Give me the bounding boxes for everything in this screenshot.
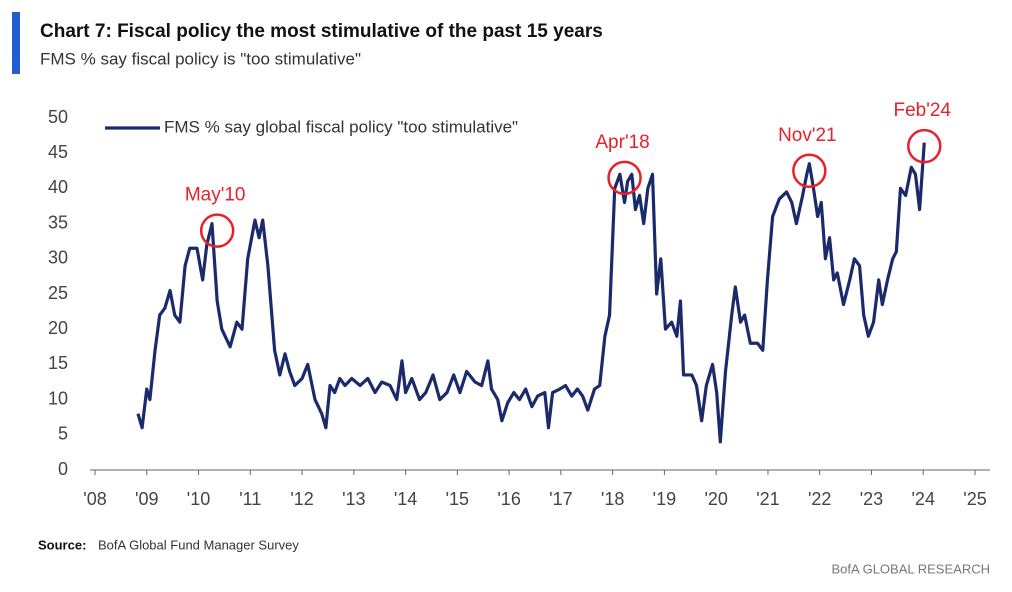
- x-tick-label: '15: [446, 489, 469, 509]
- x-tick-label: '11: [239, 489, 261, 509]
- source-label: Source:: [38, 537, 86, 552]
- y-tick-label: 45: [48, 142, 68, 162]
- y-tick-label: 50: [48, 107, 68, 127]
- annotation-label: May'10: [185, 185, 246, 206]
- brand: BofA GLOBAL RESEARCH: [832, 561, 990, 576]
- x-tick-label: '09: [135, 489, 158, 509]
- x-tick-label: '14: [394, 489, 417, 509]
- annotation-circle: [907, 128, 942, 164]
- x-tick-label: '21: [756, 489, 779, 509]
- title-accent: [12, 12, 20, 74]
- x-tick-label: '10: [187, 489, 210, 509]
- chart-subtitle: FMS % say fiscal policy is "too stimulat…: [40, 49, 361, 68]
- y-tick-label: 20: [48, 318, 68, 338]
- x-tick-label: '08: [83, 489, 106, 509]
- annotation-label: Nov'21: [778, 125, 837, 146]
- x-tick-label: '12: [290, 489, 313, 509]
- source: BofA Global Fund Manager Survey: [98, 537, 299, 552]
- y-tick-label: 40: [48, 177, 68, 197]
- x-tick-label: '24: [912, 489, 935, 509]
- annotation-circle: [607, 160, 642, 196]
- annotation-label: Feb'24: [894, 100, 952, 121]
- y-tick-label: 30: [48, 248, 68, 268]
- x-tick-label: '19: [653, 489, 676, 509]
- y-tick-label: 5: [58, 424, 68, 444]
- annotation-circle: [199, 213, 235, 248]
- x-tick-label: '25: [963, 489, 986, 509]
- y-tick-label: 15: [48, 353, 68, 373]
- y-tick-label: 25: [48, 283, 68, 303]
- series-line: [136, 142, 926, 444]
- annotation-label: Apr'18: [595, 132, 649, 153]
- y-tick-label: 0: [58, 459, 68, 479]
- x-tick-label: '13: [342, 489, 365, 509]
- chart-title: Chart 7: Fiscal policy the most stimulat…: [40, 21, 603, 42]
- x-tick-label: '22: [808, 489, 831, 509]
- x-tick-label: '17: [549, 489, 572, 509]
- x-tick-label: '23: [860, 489, 883, 509]
- y-tick-label: 10: [48, 388, 68, 408]
- annotation-circle: [792, 153, 827, 189]
- y-tick-label: 35: [48, 212, 68, 232]
- legend-label: FMS % say global fiscal policy "too stim…: [164, 117, 518, 136]
- x-tick-label: '18: [601, 489, 624, 509]
- x-tick-label: '16: [497, 489, 520, 509]
- x-tick-label: '20: [704, 489, 727, 509]
